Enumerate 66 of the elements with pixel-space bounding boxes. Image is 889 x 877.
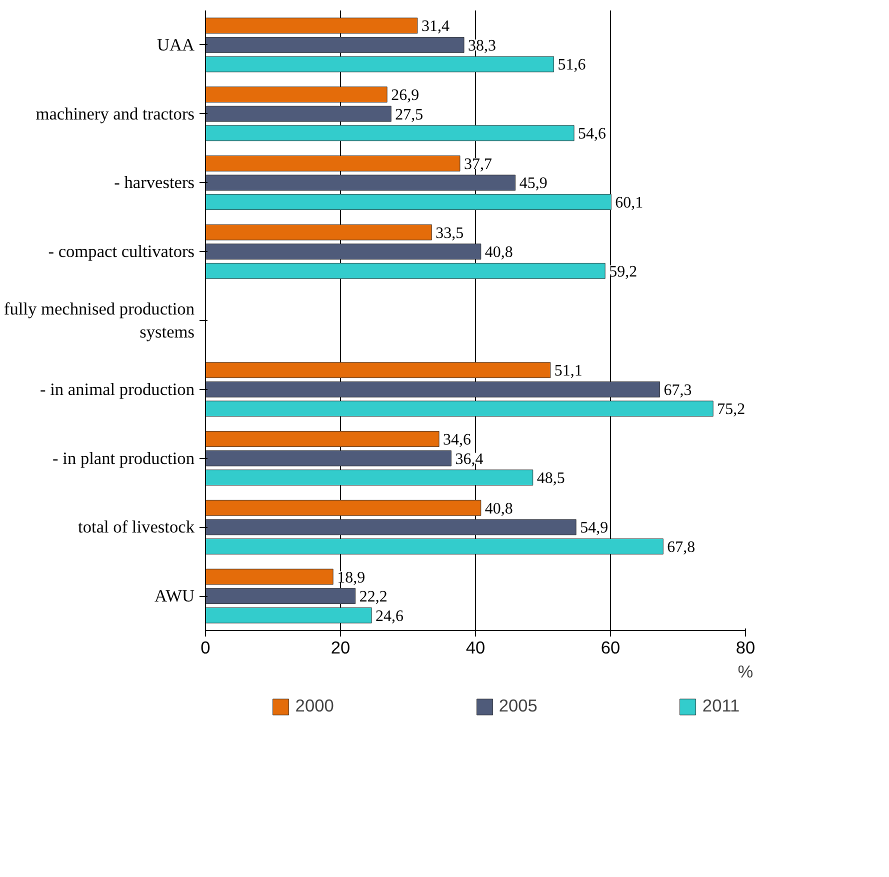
- bar: [206, 607, 372, 624]
- bar: [206, 470, 534, 486]
- bar: [206, 381, 660, 398]
- bar: [206, 431, 440, 447]
- y-tick-label: total of livestock: [78, 518, 195, 537]
- bar: [206, 538, 664, 554]
- data-label: 59,2: [609, 263, 638, 280]
- data-label: 40,8: [484, 500, 513, 518]
- data-label: 60,1: [615, 194, 644, 212]
- bar: [206, 262, 606, 279]
- y-tick-label: UAA: [156, 35, 195, 54]
- bar: [206, 18, 418, 34]
- bar: [206, 224, 432, 240]
- x-axis-title: %: [738, 662, 754, 682]
- data-label: 31,4: [421, 18, 450, 36]
- y-tick-label: fully mechnised production systems: [4, 300, 195, 342]
- legend-label: 2000: [295, 696, 334, 716]
- bar: [206, 174, 516, 191]
- data-label: 36,4: [455, 450, 484, 468]
- data-label: 67,3: [664, 382, 692, 399]
- data-label: 38,3: [468, 37, 496, 54]
- bar: [206, 568, 334, 585]
- data-label: 67,8: [667, 538, 696, 556]
- x-tick-label: 40: [466, 638, 486, 658]
- legend-label: 2005: [498, 696, 538, 716]
- bar: [206, 519, 576, 536]
- bar: [206, 36, 464, 53]
- bar: [206, 450, 452, 466]
- bar: [206, 244, 482, 260]
- bar: [206, 125, 574, 142]
- data-label: 27,5: [395, 106, 424, 124]
- bar: [206, 588, 356, 604]
- x-tick-label: 60: [600, 638, 620, 658]
- data-label: 18,9: [337, 569, 366, 586]
- y-tick-label: - in animal production: [40, 380, 195, 399]
- data-label: 34,6: [443, 431, 472, 448]
- bar: [206, 194, 612, 210]
- x-tick-label: 80: [736, 638, 756, 658]
- data-label: 22,2: [359, 588, 388, 606]
- legend-label: 2011: [702, 696, 740, 716]
- bar: [206, 400, 714, 417]
- data-label: 24,6: [376, 608, 404, 625]
- y-tick-label: - harvesters: [114, 173, 195, 192]
- bar: [206, 362, 551, 378]
- y-tick-label: - compact cultivators: [48, 242, 195, 262]
- data-label: 33,5: [436, 224, 464, 242]
- bar: [206, 155, 460, 172]
- bar: [206, 56, 554, 72]
- y-tick-label: machinery and tractors: [36, 104, 195, 124]
- bar: [206, 500, 482, 516]
- x-tick-label: 0: [200, 638, 210, 658]
- bar: [206, 106, 392, 122]
- y-tick-label: AWU: [154, 586, 195, 606]
- y-tick-label: - in plant production: [52, 448, 195, 468]
- data-label: 51,6: [558, 56, 586, 74]
- data-label: 37,7: [464, 156, 492, 173]
- data-label: 40,8: [484, 244, 513, 262]
- data-label: 45,9: [519, 175, 548, 192]
- data-label: 26,9: [391, 87, 420, 104]
- data-label: 48,5: [536, 470, 565, 488]
- x-tick-label: 20: [330, 638, 350, 658]
- data-label: 75,2: [717, 401, 746, 418]
- bar: [206, 86, 388, 103]
- data-label: 51,1: [554, 362, 582, 380]
- data-label: 54,6: [578, 126, 606, 143]
- data-label: 54,9: [580, 520, 608, 537]
